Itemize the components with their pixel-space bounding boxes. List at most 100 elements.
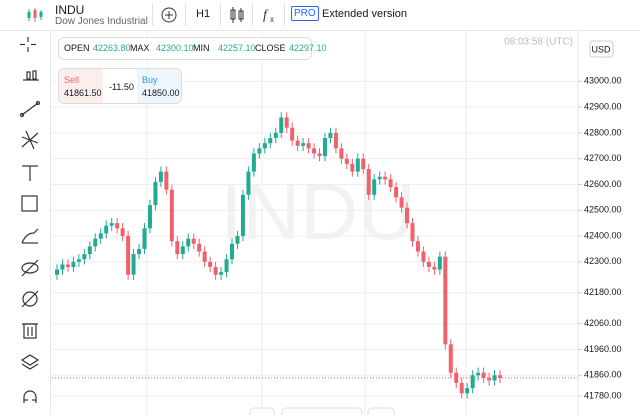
- candle-body: [257, 148, 262, 154]
- candle-body: [459, 383, 464, 394]
- sell-price: 41861.50: [64, 88, 102, 98]
- candles-tool[interactable]: [23, 70, 39, 81]
- candle-body: [262, 143, 267, 149]
- candle-body: [131, 254, 136, 275]
- chart-icon: [27, 8, 43, 22]
- candle-body: [55, 269, 59, 275]
- y-tick-label: 42060.00: [584, 318, 622, 328]
- fork-tool[interactable]: [21, 130, 39, 150]
- layers-tool[interactable]: [20, 354, 40, 370]
- candle-body: [328, 132, 333, 139]
- trendline-tool[interactable]: [19, 100, 41, 118]
- candle-body: [109, 223, 114, 226]
- candle-body: [104, 225, 109, 234]
- candle-body: [137, 248, 142, 255]
- candle-body: [312, 148, 317, 154]
- candle-body: [492, 375, 497, 381]
- candle-body: [443, 256, 448, 345]
- spread: -11.50: [109, 82, 134, 92]
- candle-body: [426, 261, 431, 267]
- candle-body: [295, 140, 300, 146]
- crosshair-tool[interactable]: [20, 37, 36, 52]
- drawing-toolbar: [0, 31, 51, 415]
- candle-body: [339, 148, 344, 159]
- brush-tool[interactable]: [21, 228, 39, 244]
- y-tick-label: 41960.00: [584, 344, 622, 354]
- currency-box[interactable]: [589, 40, 614, 58]
- ohlc-value: 42257.10: [218, 43, 256, 53]
- pro-label[interactable]: Extended version: [322, 8, 407, 20]
- shape-tool[interactable]: [21, 195, 38, 212]
- lock-tool[interactable]: [21, 290, 39, 308]
- candle-body: [169, 189, 174, 242]
- magnet-tool[interactable]: [23, 390, 37, 403]
- candle-body: [394, 187, 399, 198]
- candle-body: [284, 117, 289, 128]
- buy-button[interactable]: [137, 69, 181, 103]
- buy-label: Buy: [142, 75, 158, 85]
- y-tick-label: 42600.00: [584, 179, 622, 189]
- candle-body: [290, 127, 295, 141]
- candle-body: [350, 163, 355, 172]
- hide-tool[interactable]: [21, 259, 39, 277]
- nav-button[interactable]: [367, 407, 395, 415]
- watermark: INDU: [220, 167, 416, 256]
- top-toolbar: INDU Dow Jones Industrial Av H1 fx PRO E…: [0, 0, 640, 31]
- candle-body: [82, 254, 87, 260]
- candle-body: [355, 158, 360, 172]
- timeframe[interactable]: H1: [196, 8, 211, 20]
- ohlc-label: MIN: [193, 43, 210, 53]
- candle-body: [126, 236, 131, 275]
- bottom-buttons: [249, 407, 395, 415]
- candle-body: [476, 372, 481, 376]
- candle-body: [71, 261, 76, 267]
- ohlc-value: 42297.10: [289, 43, 327, 53]
- y-tick-label: 42700.00: [584, 153, 622, 163]
- candle-body: [405, 207, 410, 224]
- candle-type-icon[interactable]: [228, 6, 246, 24]
- candle-body: [76, 259, 81, 262]
- candle-body: [383, 176, 388, 180]
- candle-body: [437, 256, 442, 270]
- candle-body: [487, 377, 492, 381]
- candle-body: [399, 197, 404, 208]
- candle-body: [465, 388, 470, 394]
- candle-body: [415, 241, 420, 252]
- y-tick-label: 42500.00: [584, 205, 622, 215]
- y-tick-label: 41860.00: [584, 370, 622, 380]
- delete-tool[interactable]: [22, 323, 38, 339]
- clock: 08:03:58 (UTC): [504, 37, 573, 48]
- y-tick-label: 42180.00: [584, 287, 622, 297]
- pro-badge[interactable]: PRO: [291, 6, 319, 21]
- candle-body: [454, 372, 459, 384]
- candle-body: [208, 261, 213, 267]
- candle-body: [202, 251, 207, 262]
- candle-body: [372, 179, 377, 195]
- symbol[interactable]: INDU: [55, 3, 85, 17]
- candle-body: [98, 233, 103, 239]
- candle-body: [498, 375, 502, 378]
- candle-body: [65, 264, 70, 267]
- text-tool[interactable]: [22, 165, 38, 181]
- candle-body: [240, 194, 245, 237]
- candle-body: [164, 171, 169, 190]
- candle-body: [142, 228, 147, 249]
- candle-body: [333, 132, 338, 149]
- nav-button[interactable]: [281, 407, 363, 415]
- candle-body: [191, 238, 196, 244]
- add-icon[interactable]: [160, 6, 178, 24]
- y-tick-label: 42300.00: [584, 256, 622, 266]
- candle-body: [60, 264, 65, 270]
- candle-body: [279, 117, 284, 133]
- sell-button[interactable]: [59, 69, 103, 103]
- candle-body: [388, 179, 393, 188]
- candle-body: [448, 344, 453, 373]
- ohlc-label: CLOSE: [255, 43, 286, 53]
- y-tick-label: 41780.00: [584, 390, 622, 400]
- candle-body: [120, 228, 125, 237]
- nav-button[interactable]: [249, 407, 275, 415]
- separator: [284, 4, 285, 26]
- y-tick-label: 42800.00: [584, 127, 622, 137]
